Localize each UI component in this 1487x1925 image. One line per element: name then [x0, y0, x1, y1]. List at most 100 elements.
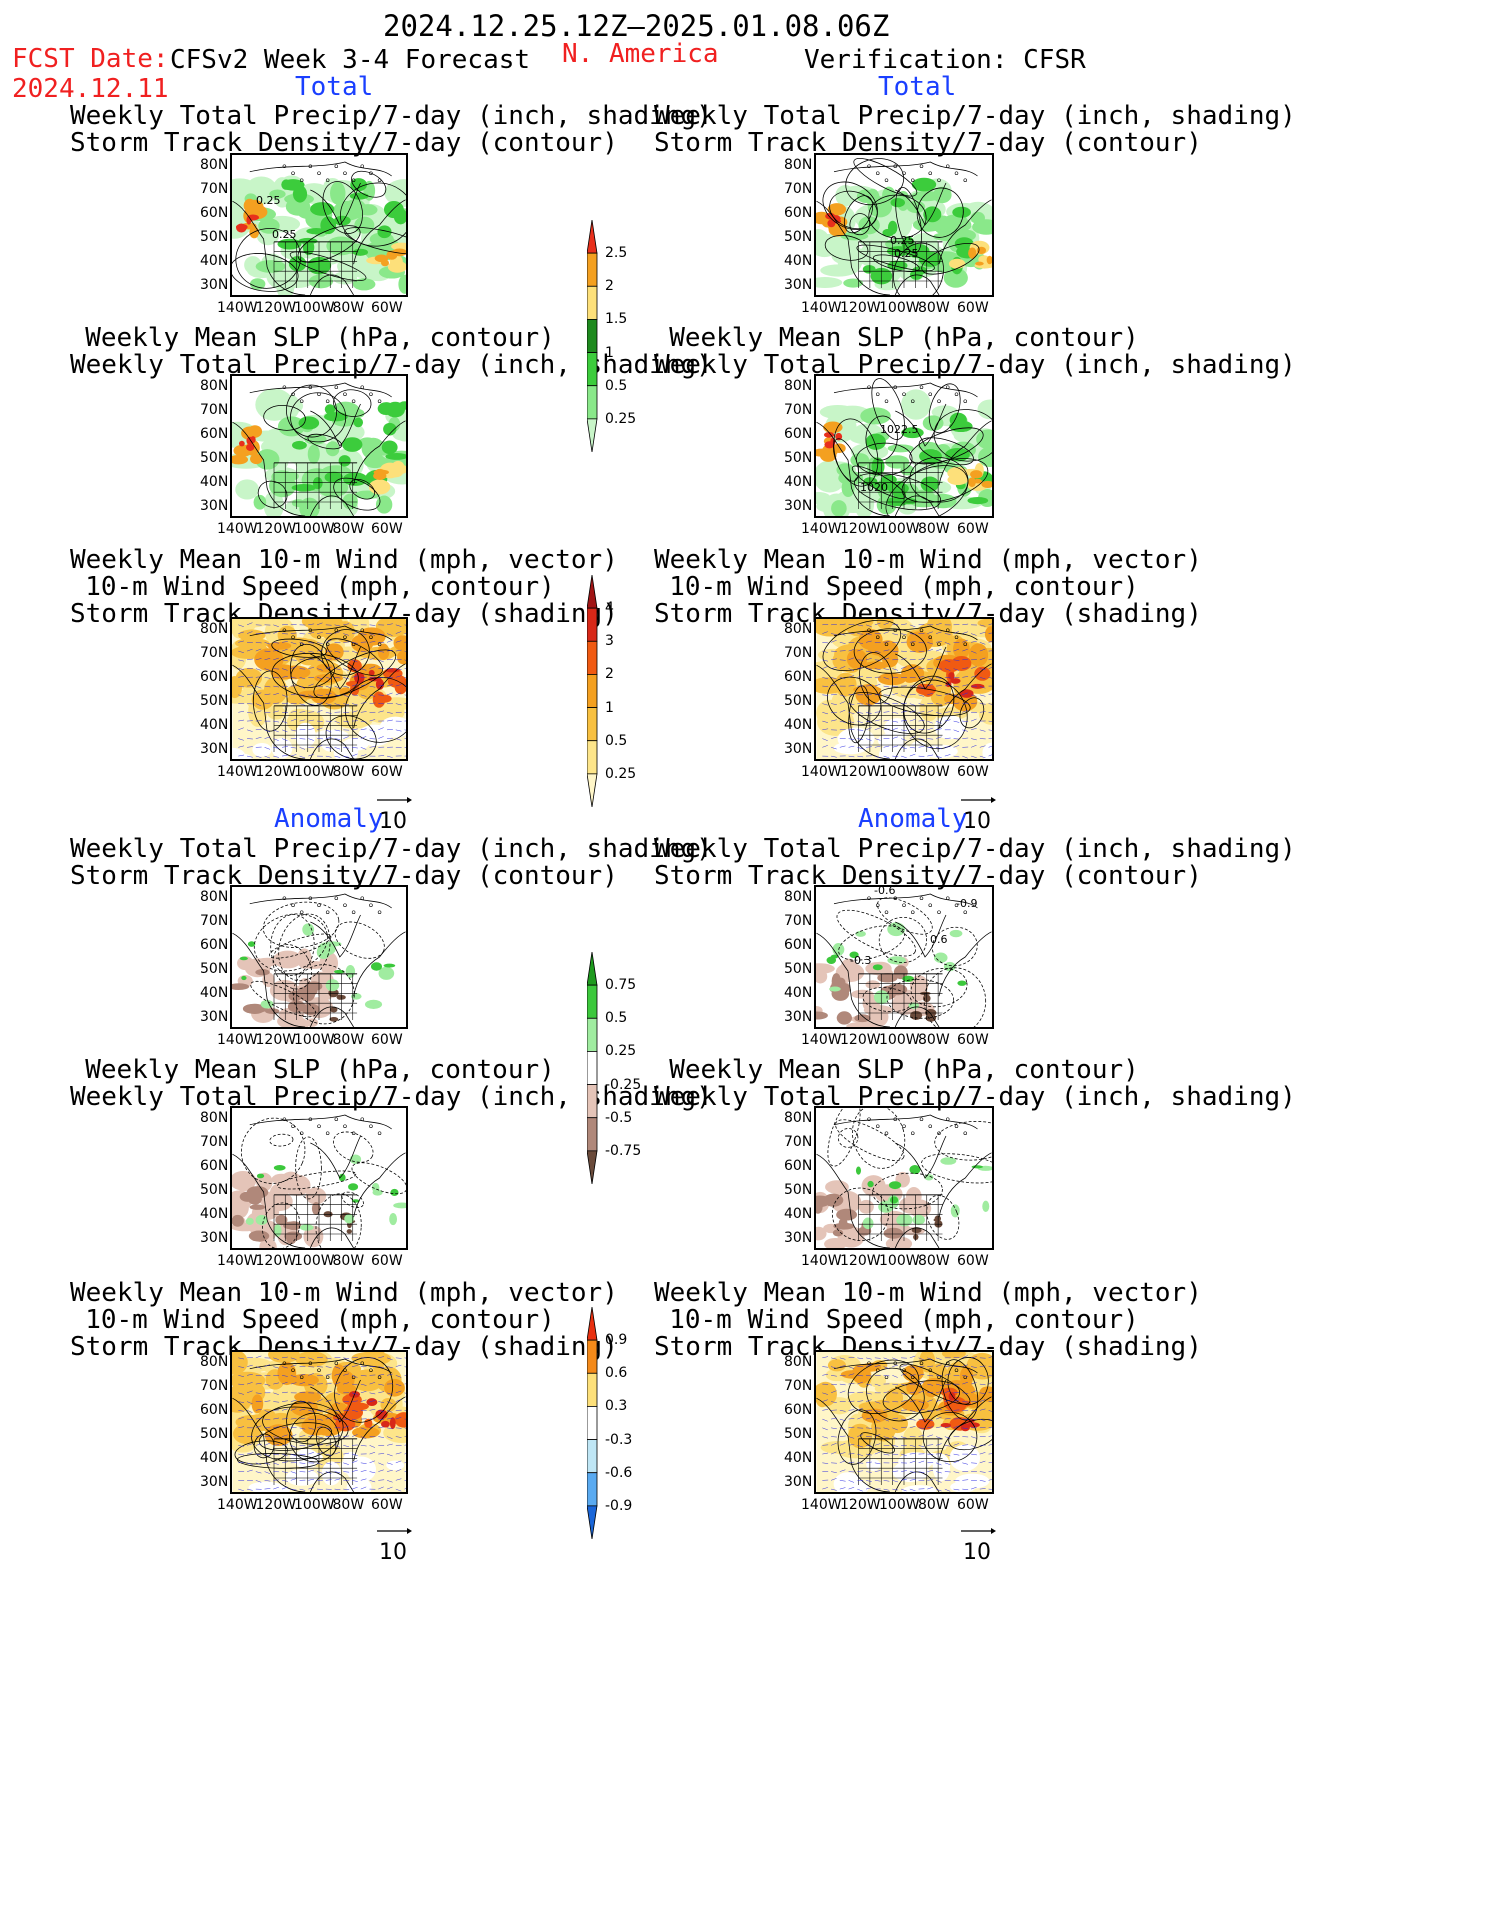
colorbar-segment [587, 1051, 598, 1085]
map-ver-total-precip [814, 153, 994, 297]
colorbar-label: 2.5 [605, 245, 628, 262]
colorbar-label: 0.9 [605, 1332, 628, 1349]
lat-tick-label: 70N [200, 181, 229, 197]
vector-reference-label: 10 [379, 809, 407, 834]
lat-tick-label: 40N [784, 985, 813, 1001]
colorbar-segment [587, 773, 598, 807]
lat-tick-label: 70N [784, 645, 813, 661]
lat-tick-label: 40N [784, 253, 813, 269]
lon-tick-label: 120W [840, 764, 881, 780]
lon-tick-label: 100W [294, 300, 335, 316]
lon-tick-label: 120W [255, 1497, 297, 1513]
lon-tick-label: 80W [332, 1253, 365, 1269]
colorbar-precip-anom: 0.75 0.5 0.25 -0.25 -0.5 -0.75 [587, 952, 647, 1184]
lat-tick-label: 50N [784, 693, 813, 709]
lon-tick-label: 140W [217, 1253, 258, 1269]
lat-tick-label: 60N [784, 937, 813, 953]
lat-tick-label: 30N [784, 498, 813, 514]
lon-tick-label: 80W [918, 1032, 950, 1048]
lat-tick-label: 50N [200, 1182, 229, 1198]
panel-title-fcst-anom-precip: Weekly Total Precip/7-day (inch, shading… [70, 834, 712, 891]
colorbar-label: 1 [605, 344, 614, 361]
lon-tick-label: 80W [332, 1497, 365, 1513]
map-fcst-anom-wind [230, 1350, 408, 1494]
lon-tick-label: 80W [332, 1032, 365, 1048]
lat-tick-label: 80N [784, 621, 813, 637]
lat-tick-label: 50N [784, 450, 813, 466]
lon-tick-label: 120W [840, 300, 881, 316]
lon-tick-label: 100W [294, 1253, 335, 1269]
lat-tick-label: 80N [200, 157, 229, 173]
lat-tick-label: 40N [784, 474, 813, 490]
lat-tick-label: 30N [784, 1009, 813, 1025]
contour-label: 0.25 [894, 247, 919, 260]
panel-title-ver-total-slp: Weekly Mean SLP (hPa, contour) Weekly To… [654, 323, 1296, 380]
colorbar-label: 0.3 [605, 1398, 628, 1415]
lat-tick-label: 70N [784, 402, 813, 418]
lat-tick-label: 30N [784, 1474, 813, 1490]
lat-tick-label: 80N [200, 889, 229, 905]
panel-title-fcst-anom-slp: Weekly Mean SLP (hPa, contour) Weekly To… [70, 1055, 712, 1112]
lat-tick-label: 30N [784, 741, 813, 757]
map-field-graphic [816, 619, 992, 759]
colorbar-segment [587, 740, 598, 775]
lat-tick-label: 60N [200, 1158, 229, 1174]
colorbar-segment [587, 1406, 598, 1440]
colorbar-segment [587, 1339, 598, 1374]
lon-tick-label: 140W [801, 1253, 842, 1269]
lat-tick-label: 40N [200, 985, 229, 1001]
lat-tick-label: 70N [784, 913, 813, 929]
lon-tick-label: 60W [371, 300, 403, 316]
panel-title-fcst-total-precip: Weekly Total Precip/7-day (inch, shading… [70, 101, 712, 158]
contour-label: 1022.5 [880, 423, 919, 436]
lon-tick-label: 120W [255, 1253, 297, 1269]
map-field-graphic [816, 158, 992, 295]
lat-tick-label: 80N [200, 621, 229, 637]
colorbar-segment [587, 674, 598, 708]
lon-tick-label: 100W [879, 1253, 920, 1269]
lon-tick-label: 140W [801, 1497, 842, 1513]
vector-reference-label: 10 [963, 809, 991, 834]
map-field-graphic [816, 1352, 992, 1492]
lon-tick-label: 60W [957, 521, 989, 537]
panel-title-ver-anom-precip: Weekly Total Precip/7-day (inch, shading… [654, 834, 1296, 891]
lat-tick-label: 70N [200, 402, 229, 418]
fcst-date-value: 2024.12.11 [12, 74, 169, 104]
arrow-right-icon [961, 797, 996, 803]
lat-tick-label: 60N [784, 669, 813, 685]
colorbar-label: 0.25 [605, 765, 637, 782]
panel-title-ver-anom-slp: Weekly Mean SLP (hPa, contour) Weekly To… [654, 1055, 1296, 1112]
lon-tick-label: 60W [957, 764, 989, 780]
lat-tick-label: 40N [784, 1206, 813, 1222]
map-ver-anom-wind [814, 1350, 994, 1494]
colorbar-label: 0.5 [605, 1010, 628, 1027]
colorbar-segment [587, 1017, 598, 1052]
panel-title-ver-total-precip: Weekly Total Precip/7-day (inch, shading… [654, 101, 1296, 158]
lon-tick-label: 120W [255, 1032, 297, 1048]
lon-tick-label: 60W [957, 1032, 989, 1048]
vector-reference-ver-anom: 10 [957, 1517, 997, 1565]
lat-tick-label: 60N [200, 1402, 229, 1418]
lon-tick-label: 120W [840, 521, 881, 537]
contour-label: 0.25 [256, 194, 281, 207]
colorbar-graphic [587, 952, 598, 1184]
lat-tick-label: 40N [784, 1450, 813, 1466]
lon-tick-label: 60W [371, 1497, 403, 1513]
lat-tick-label: 50N [784, 1426, 813, 1442]
lon-tick-label: 100W [879, 1497, 920, 1513]
panel-title-ver-total-wind: Weekly Mean 10-m Wind (mph, vector) 10-m… [654, 545, 1202, 629]
lat-tick-label: 70N [200, 645, 229, 661]
colorbar-storm-anom: 0.9 0.6 0.3 -0.3 -0.6 -0.9 [587, 1307, 647, 1539]
colorbar-precip-total: 2.5 2 1.5 1 0.5 0.25 [587, 220, 647, 452]
lat-tick-label: 60N [200, 205, 229, 221]
lon-tick-label: 100W [294, 1497, 335, 1513]
lat-tick-label: 80N [200, 1354, 229, 1370]
lon-tick-label: 120W [840, 1497, 881, 1513]
lon-tick-label: 60W [957, 1497, 989, 1513]
vector-reference-label: 10 [379, 1540, 407, 1565]
fcst-date-label: FCST Date: [12, 44, 169, 74]
colorbar-label: 0.25 [605, 410, 637, 427]
contour-label: -0.3 [850, 954, 872, 967]
lon-tick-label: 60W [371, 1032, 403, 1048]
colorbar-segment [587, 1084, 598, 1119]
